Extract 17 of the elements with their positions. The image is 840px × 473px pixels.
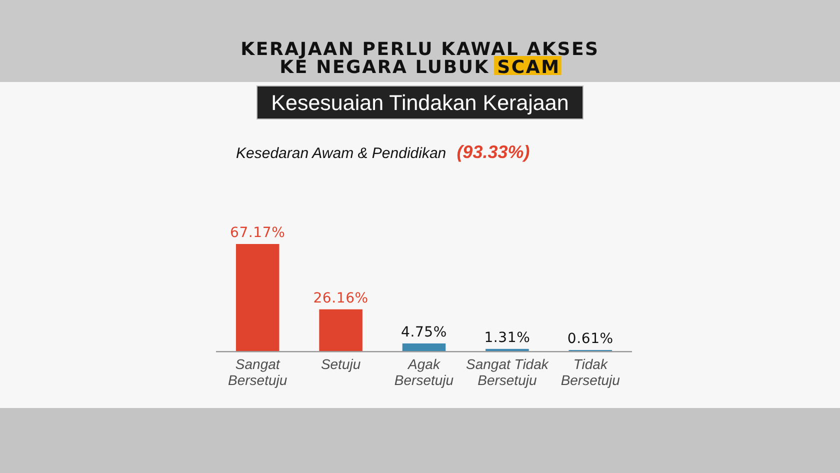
x-tick-label: Agak Bersetuju (394, 356, 454, 388)
x-tick-label: Sangat Tidak Bersetuju (466, 356, 550, 388)
data-label: 0.61% (567, 331, 614, 348)
x-tick-label: Setuju (320, 356, 361, 372)
bar (319, 309, 362, 351)
chart-subtitle: Kesesuaian Tindakan Kerajaan (271, 91, 569, 115)
bar (402, 343, 446, 351)
data-label: 26.16% (313, 290, 368, 306)
chart-title: KERAJAAN PERLU KAWAL AKSES KE NEGARA LUBUK SCAM (240, 39, 600, 78)
x-tick-label: Tidak Bersetuju (560, 356, 620, 388)
text: Kesedaran Awam & Pendidikan (236, 145, 446, 162)
x-tick-label: Sangat Bersetuju (228, 356, 288, 388)
data-label: 4.75% (401, 324, 447, 340)
text: (93.33%) (456, 142, 530, 162)
bar (236, 244, 280, 351)
data-label: 1.31% (484, 330, 530, 346)
data-label: 67.17% (230, 225, 286, 241)
